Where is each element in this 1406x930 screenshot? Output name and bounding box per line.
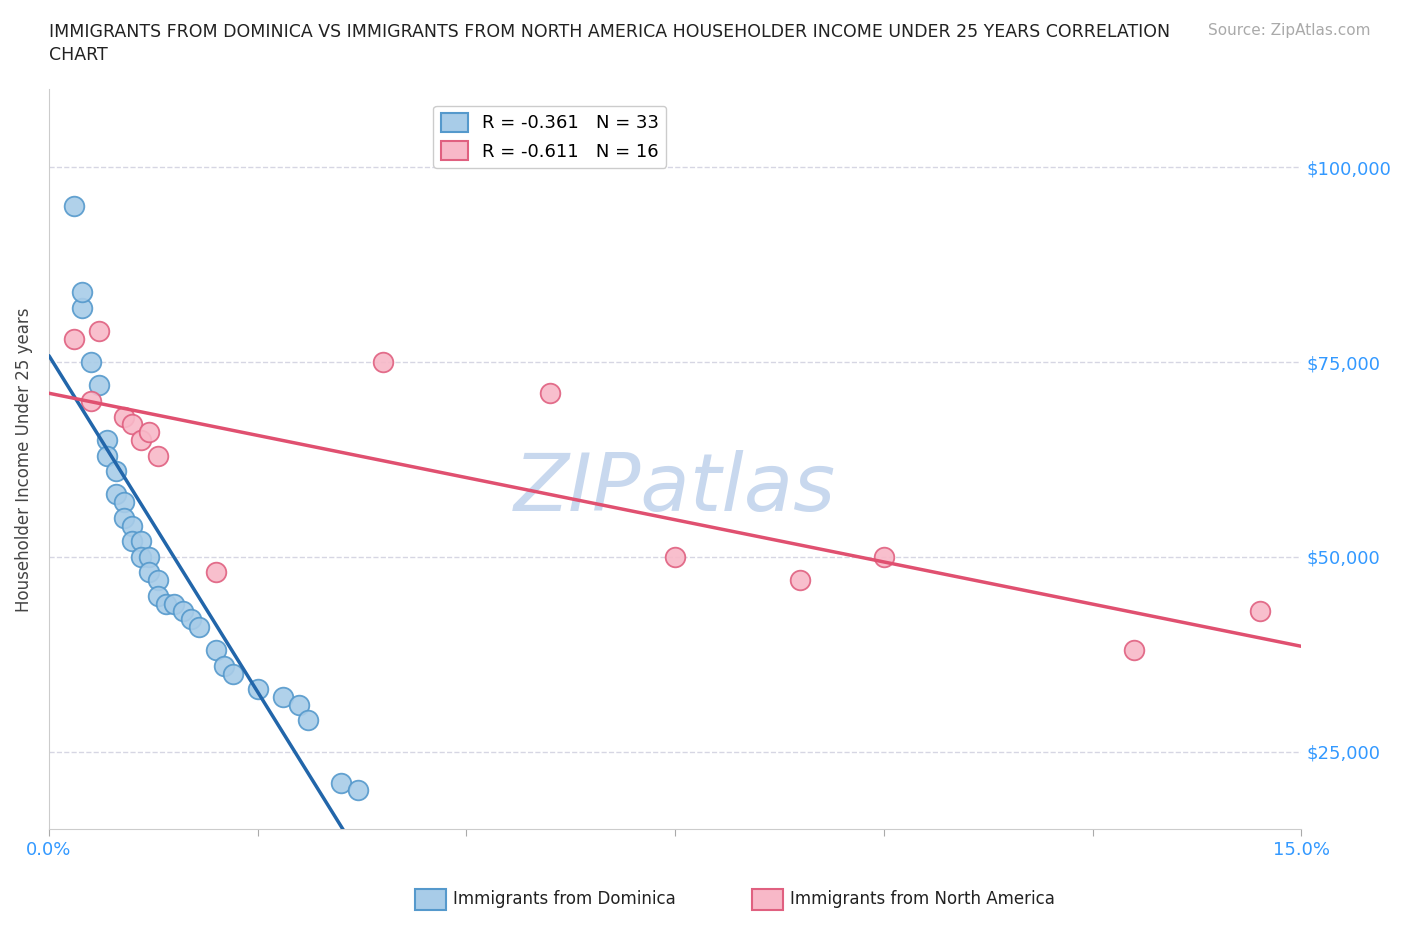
Text: Source: ZipAtlas.com: Source: ZipAtlas.com [1208,23,1371,38]
Point [146,573,169,588]
Point [129,534,152,549]
Point [271,689,294,704]
Point [371,354,394,369]
Point [121,518,143,533]
Point [96,432,118,447]
Text: Immigrants from North America: Immigrants from North America [790,890,1054,909]
Text: CHART: CHART [49,46,108,64]
Point [72,300,94,315]
Point [163,596,186,611]
Point [205,565,228,579]
Point [121,534,143,549]
Point [188,619,211,634]
Point [330,776,353,790]
Point [104,487,127,502]
Point [96,448,118,463]
Point [72,285,94,299]
Point [214,658,236,673]
Text: ZIPatlas: ZIPatlas [515,450,837,528]
Point [146,589,169,604]
Point [112,409,135,424]
Point [104,464,127,479]
Point [538,386,561,401]
Point [180,612,202,627]
Point [138,425,160,440]
Text: IMMIGRANTS FROM DOMINICA VS IMMIGRANTS FROM NORTH AMERICA HOUSEHOLDER INCOME UND: IMMIGRANTS FROM DOMINICA VS IMMIGRANTS F… [49,23,1170,41]
Point [288,698,311,712]
Point [347,783,370,798]
Point [789,573,811,588]
Point [155,596,177,611]
Point [87,324,110,339]
Point [138,565,160,579]
Point [129,550,152,565]
Point [138,550,160,565]
Point [1123,643,1146,658]
Point [297,713,319,728]
Text: Immigrants from Dominica: Immigrants from Dominica [453,890,675,909]
Point [112,511,135,525]
Point [664,550,686,565]
Y-axis label: Householder Income Under 25 years: Householder Income Under 25 years [15,307,32,612]
Point [873,550,896,565]
Point [80,354,103,369]
Point [121,417,143,432]
Point [205,643,228,658]
Point [246,682,269,697]
Point [1249,604,1271,618]
Point [112,495,135,510]
Point [63,331,86,346]
Point [146,448,169,463]
Point [63,199,86,214]
Point [221,666,243,681]
Point [172,604,194,618]
Point [129,432,152,447]
Point [87,378,110,392]
Point [80,393,103,408]
Legend: R = -0.361   N = 33, R = -0.611   N = 16: R = -0.361 N = 33, R = -0.611 N = 16 [433,106,666,168]
